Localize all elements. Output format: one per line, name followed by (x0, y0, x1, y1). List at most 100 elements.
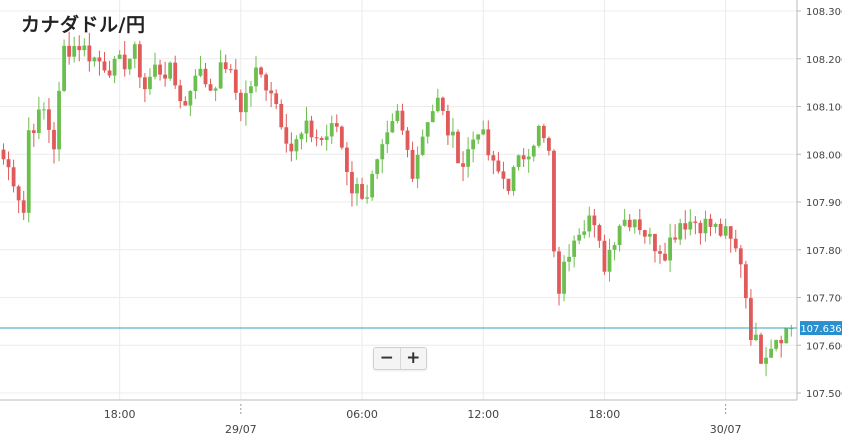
candle-up (62, 45, 66, 91)
candle-down (440, 97, 445, 111)
candle-down (360, 184, 364, 199)
candle-up (299, 133, 304, 140)
candle-down (208, 84, 213, 91)
candle-up (703, 218, 708, 234)
candle-down (708, 218, 713, 227)
candle-up (198, 68, 203, 76)
candle-up (774, 339, 779, 349)
candle-down (491, 155, 496, 161)
candle-up (375, 159, 380, 174)
candle-up (582, 231, 587, 235)
candle-up (451, 131, 455, 136)
candle-up (612, 245, 617, 250)
candle-down (269, 90, 274, 94)
candle-up (723, 226, 728, 236)
candle-down (31, 130, 36, 134)
candle-down (728, 226, 733, 239)
x-tick-label: 18:00 (104, 408, 136, 421)
candle-down (163, 74, 167, 79)
candle-up (471, 139, 476, 150)
y-tick-label: 108.300 (806, 7, 842, 18)
candle-down (274, 93, 279, 104)
candle-up (365, 197, 369, 199)
candle-down (597, 225, 602, 241)
candle-down (410, 149, 415, 179)
axis-layer: 107.500 107.600 107.700 107.800 107.900 108.0… (0, 0, 842, 436)
candle-up (632, 219, 637, 228)
candle-up (754, 334, 758, 341)
grid-layer (0, 0, 797, 400)
zoom-in-button[interactable]: + (399, 348, 427, 369)
candle-up (380, 144, 385, 160)
current-price-label: 107.636 (800, 324, 841, 335)
candle-down (759, 334, 763, 364)
candle-down (178, 85, 183, 102)
candle-up (769, 348, 773, 358)
candle-down (698, 222, 703, 234)
candle-up (42, 109, 46, 111)
candle-up (567, 256, 571, 262)
candle-down (137, 44, 142, 78)
candle-up (213, 88, 218, 91)
candle-up (193, 75, 198, 92)
candle-up (117, 54, 122, 59)
candle-down (683, 223, 688, 230)
zoom-out-button[interactable]: − (379, 348, 394, 368)
x-tick-label: 30/07 (710, 423, 742, 436)
candle-down (627, 219, 632, 228)
candle-up (92, 57, 97, 62)
candle-down (779, 339, 784, 344)
candle-up (324, 136, 329, 141)
candle-down (557, 251, 561, 294)
candle-up (425, 122, 430, 137)
candle-down (642, 230, 647, 237)
y-tick-label: 107.800 (806, 246, 842, 257)
candle-down (223, 62, 228, 70)
candle-down (334, 123, 339, 127)
candle-down (314, 137, 319, 139)
candle-up (713, 223, 718, 227)
candle-down (350, 172, 354, 194)
candle-down (456, 131, 460, 164)
candle-up (764, 357, 768, 364)
candle-down (102, 61, 107, 71)
x-tick-label: 18:00 (589, 408, 621, 421)
candle-up (26, 130, 31, 213)
candle-up (36, 109, 41, 134)
candle-up (112, 58, 117, 76)
candle-up (678, 223, 683, 240)
candle-down (284, 127, 289, 144)
current-price-tag (800, 321, 842, 336)
candle-up (395, 110, 400, 122)
candle-down (264, 74, 268, 91)
candle-up (188, 91, 193, 106)
candle-up (430, 111, 435, 123)
candle-up (607, 249, 612, 272)
y-tick-label: 108.100 (806, 103, 842, 114)
candle-down (47, 109, 51, 130)
candle-up (294, 139, 299, 152)
candle-up (304, 120, 309, 134)
candle-down (238, 92, 243, 113)
x-tick-label: 12:00 (467, 408, 499, 421)
candle-down (289, 143, 294, 152)
candle-down (319, 138, 324, 141)
candle-down (203, 68, 208, 85)
candle-up (536, 125, 541, 146)
candle-up (617, 225, 622, 246)
candle-down (279, 103, 284, 128)
candle-up (415, 154, 420, 179)
candle-down (541, 125, 546, 139)
candle-down (52, 129, 56, 150)
candle-up (249, 86, 253, 94)
candle-up (390, 121, 395, 133)
candle-up (562, 261, 566, 294)
candle-down (521, 155, 526, 160)
candle-up (153, 64, 157, 77)
candle-down (506, 178, 511, 191)
candle-up (481, 129, 486, 135)
candle-down (183, 101, 188, 106)
candle-down (446, 110, 450, 136)
